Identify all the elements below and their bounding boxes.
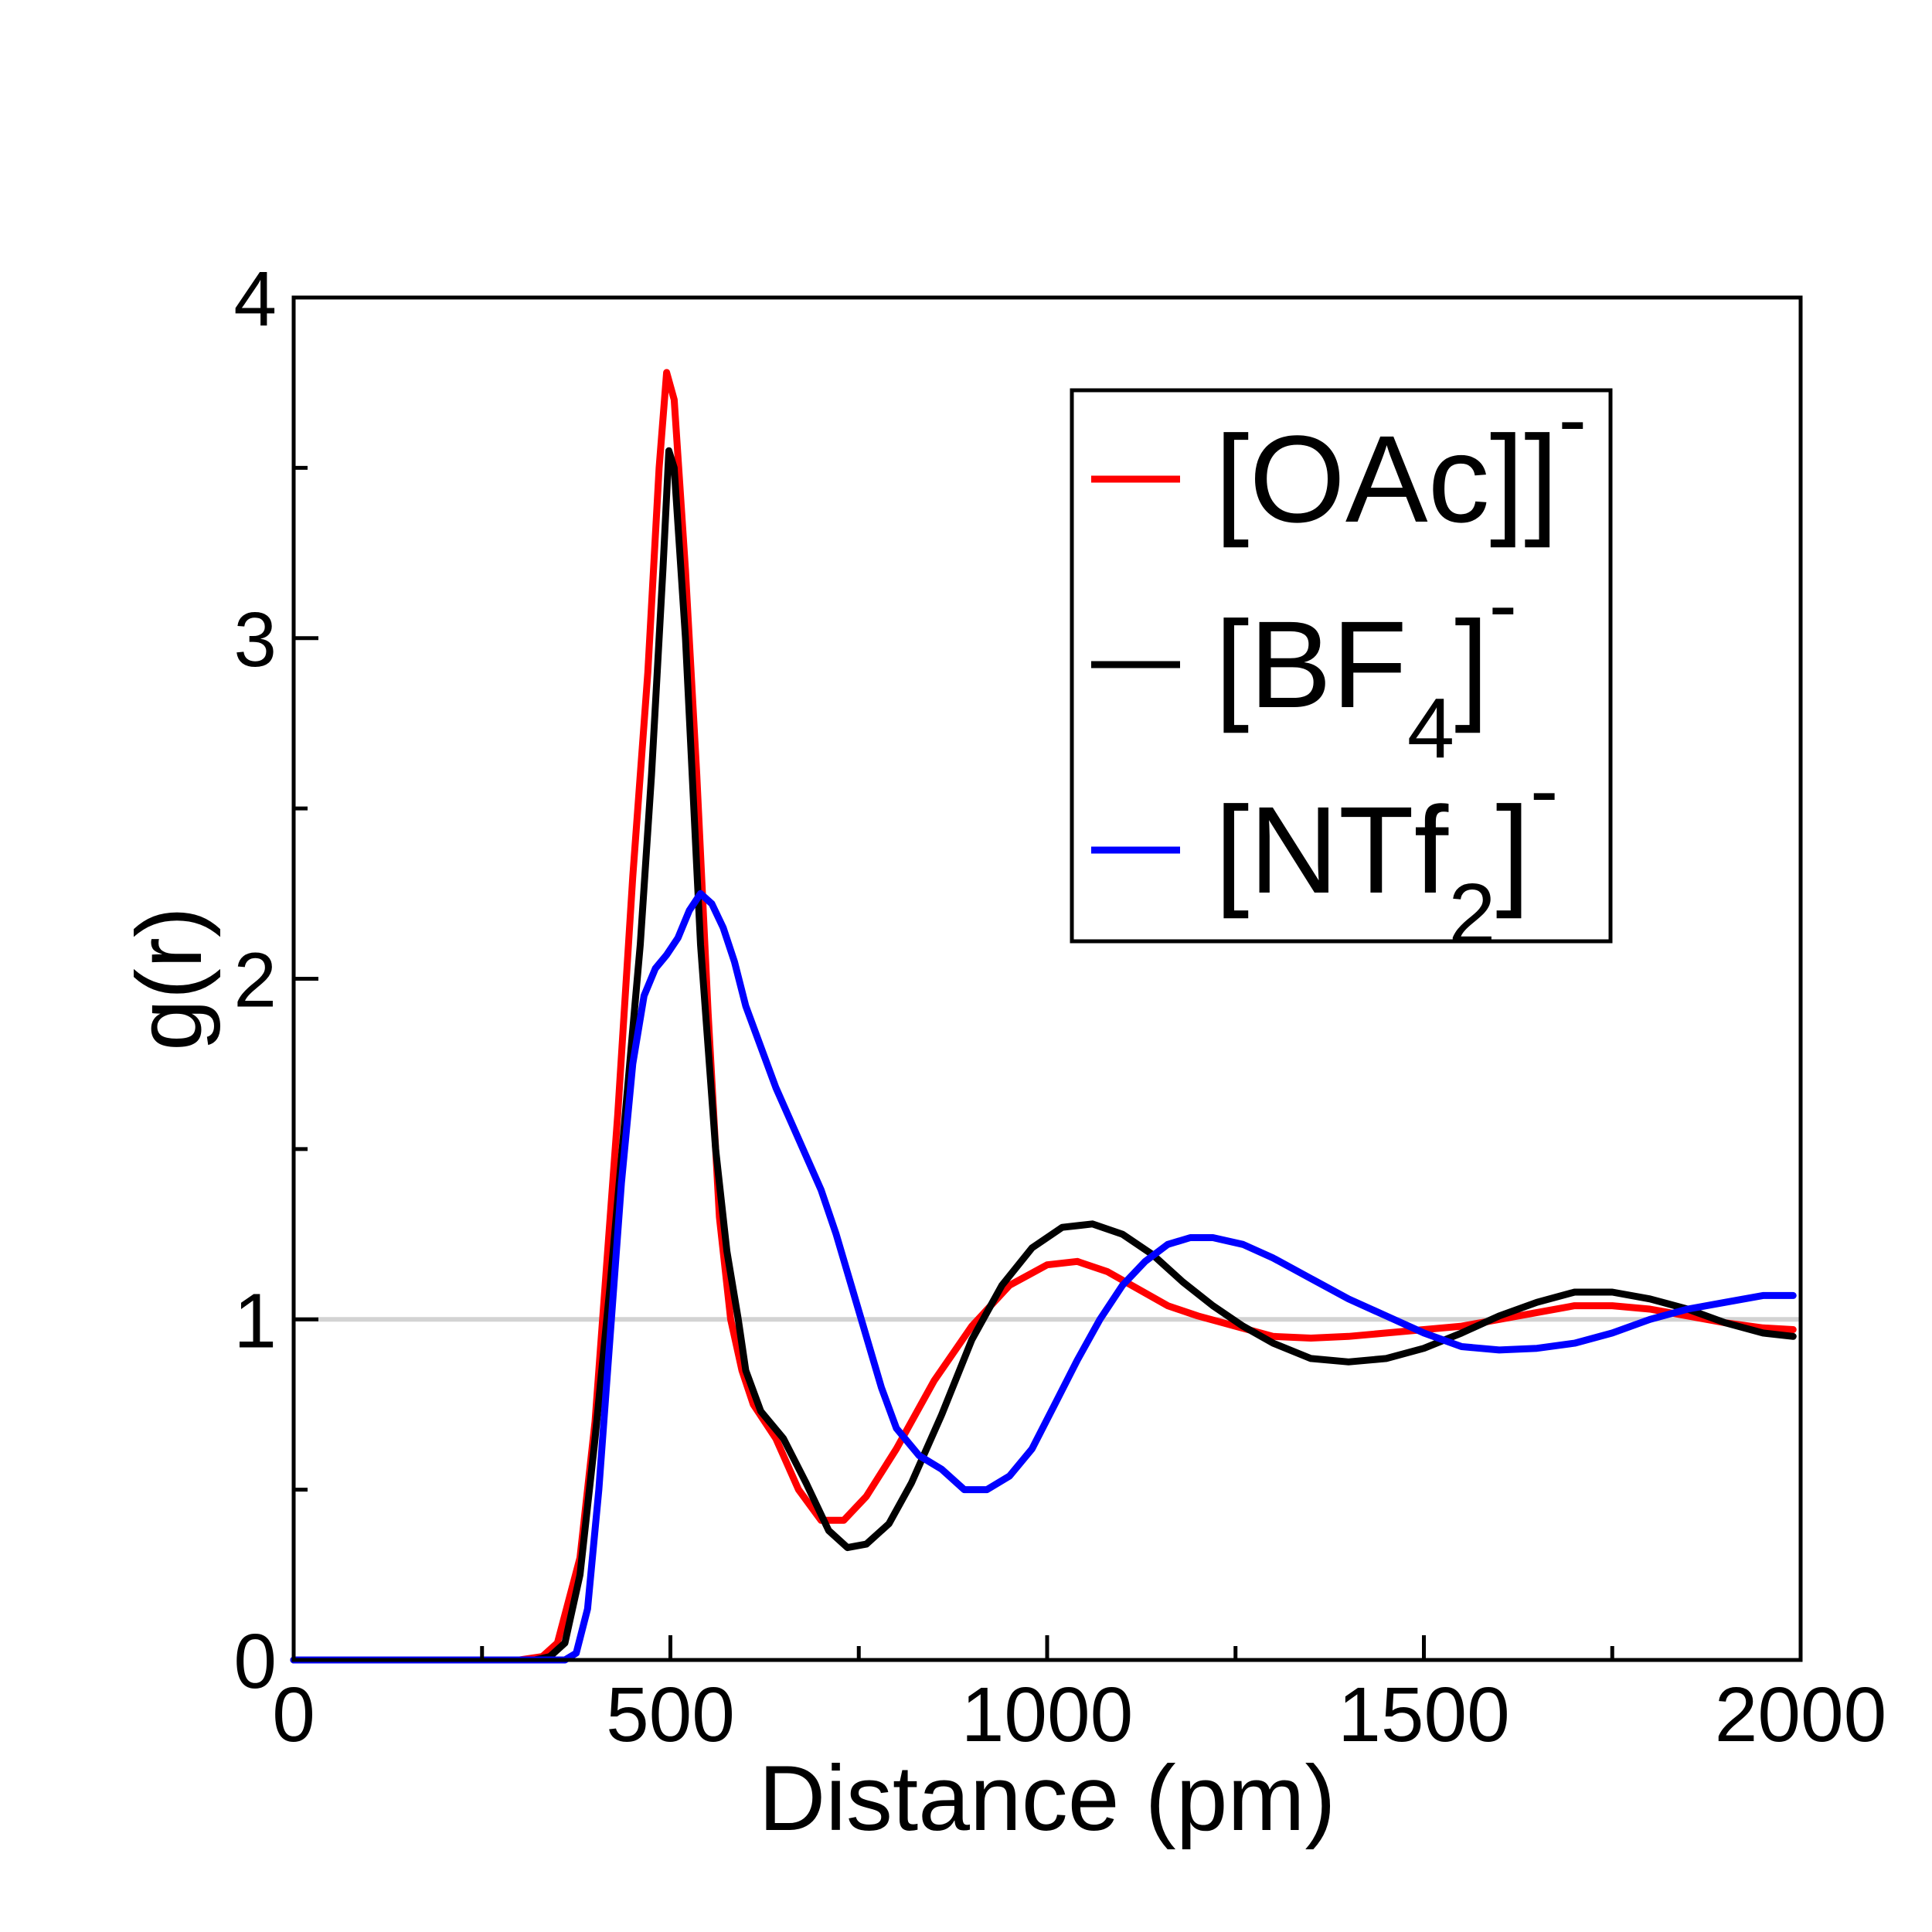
x-tick-label: 0 bbox=[272, 1672, 315, 1758]
legend-subscript: 4 bbox=[1407, 681, 1454, 776]
series-layer bbox=[290, 369, 1797, 1664]
series-line-1 bbox=[290, 447, 1797, 1664]
legend-name: [NTf bbox=[1215, 781, 1449, 919]
legend-superscript: - bbox=[1489, 557, 1518, 652]
legend-name: [BF bbox=[1215, 595, 1407, 733]
y-tick-label: 4 bbox=[233, 256, 277, 342]
y-tick-label: 3 bbox=[233, 597, 277, 683]
series-line-2 bbox=[290, 889, 1797, 1664]
legend-label-0: [OAc]]- bbox=[1215, 372, 1587, 548]
legend-bracket: ] bbox=[1524, 410, 1558, 548]
y-tick-label: 0 bbox=[233, 1618, 277, 1705]
y-tick-label: 2 bbox=[233, 937, 277, 1024]
legend-label-2: [NTf2]- bbox=[1215, 743, 1558, 961]
legend-superscript: - bbox=[1530, 743, 1559, 838]
legend-bracket: ] bbox=[1454, 595, 1488, 733]
y-tick-label: 1 bbox=[233, 1277, 277, 1364]
x-tick-label: 1000 bbox=[961, 1672, 1133, 1758]
y-axis-title: g(r) bbox=[117, 906, 221, 1051]
x-tick-label: 500 bbox=[606, 1672, 735, 1758]
legend: [OAc]]-[BF4]-[NTf2]- bbox=[1070, 372, 1613, 961]
legend-superscript: - bbox=[1559, 372, 1587, 467]
legend-subscript: 2 bbox=[1448, 866, 1495, 961]
legend-label-1: [BF4]- bbox=[1215, 557, 1517, 776]
x-tick-label: 1500 bbox=[1338, 1672, 1509, 1758]
legend-name: [OAc] bbox=[1215, 410, 1524, 548]
ticks-layer: 0 500 1000 1500 2000 0 1 2 3 4 bbox=[233, 256, 1886, 1758]
legend-bracket: ] bbox=[1495, 781, 1529, 919]
x-tick-label: 2000 bbox=[1715, 1672, 1886, 1758]
x-axis-title: Distance (pm) bbox=[759, 1747, 1336, 1850]
